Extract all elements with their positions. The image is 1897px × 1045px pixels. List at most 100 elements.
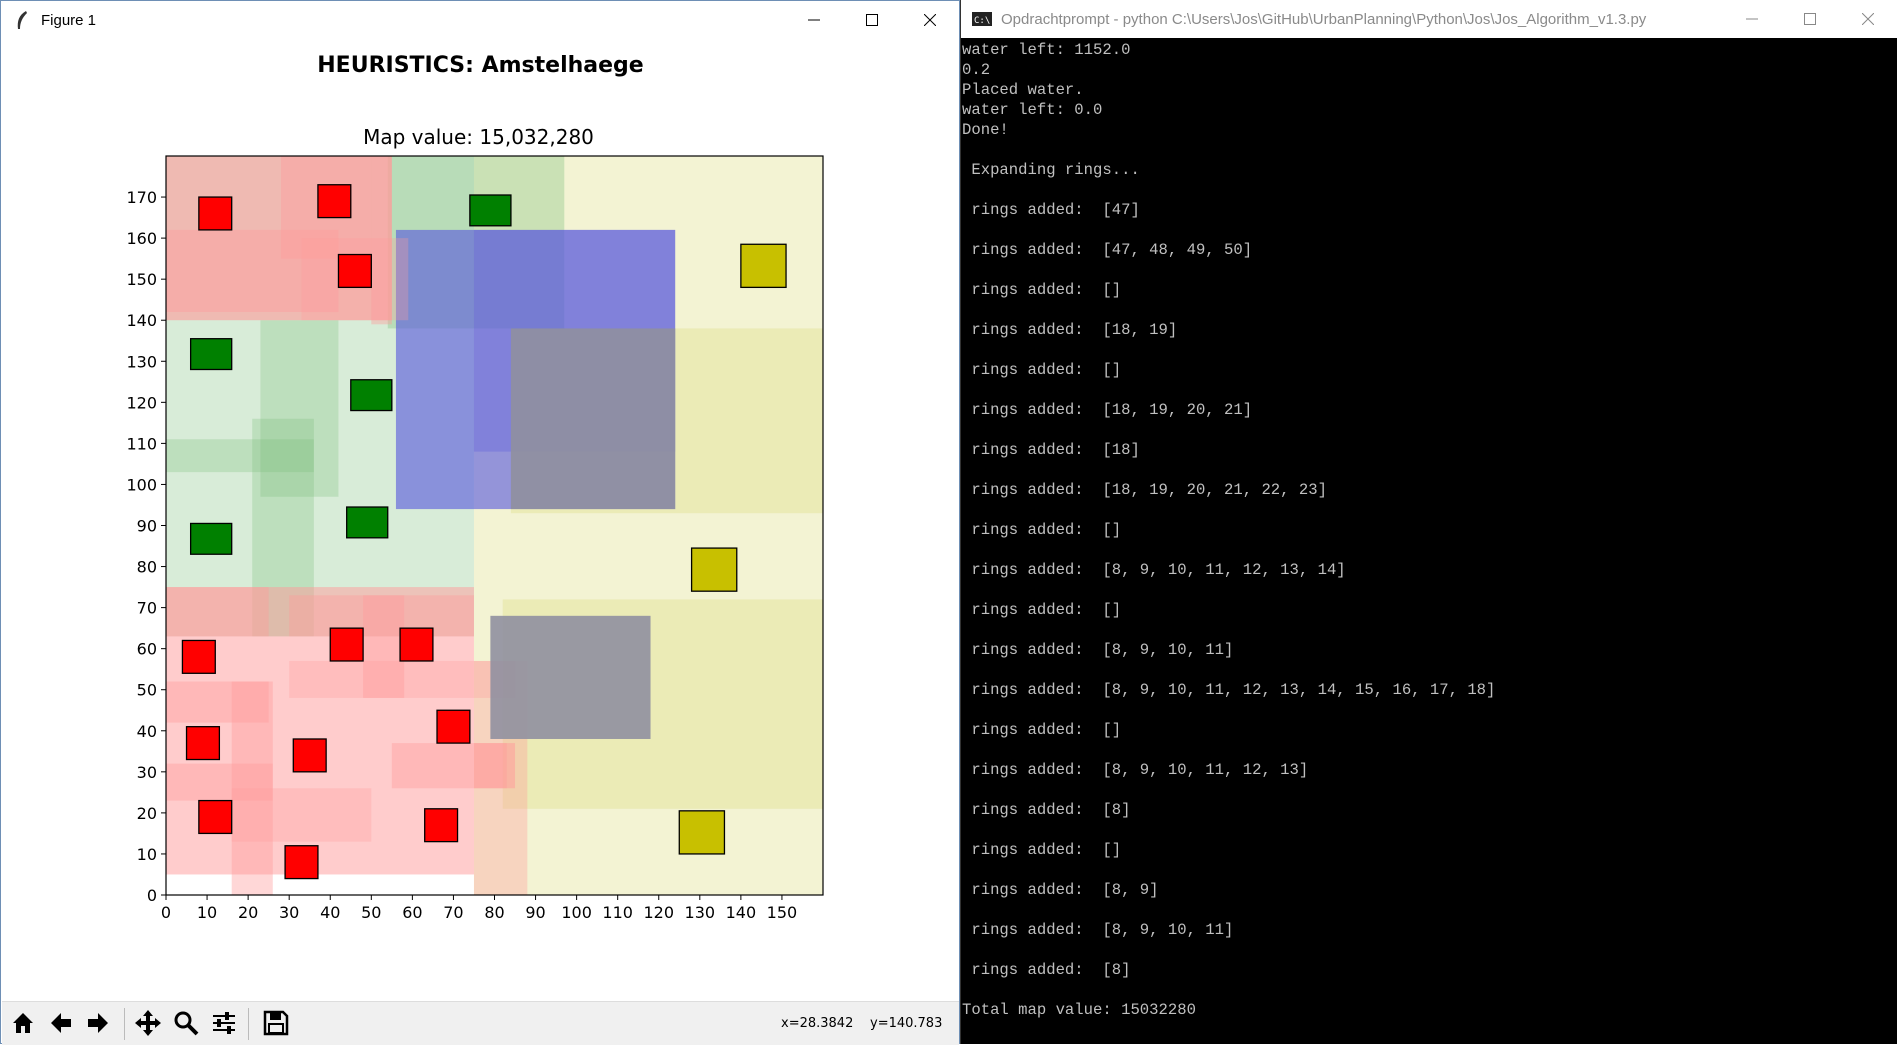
figure-toolbar: x=28.3842 y=140.783 (2, 1001, 959, 1045)
large-house (740, 243, 787, 289)
medium-house (350, 379, 393, 412)
console-line: Total map value: 15032280 (962, 1001, 1196, 1019)
console-output[interactable]: water left: 1152.0 0.2 Placed water. water … (961, 38, 1897, 1044)
back-button[interactable] (45, 1007, 77, 1039)
y-tick-label: 100 (126, 475, 157, 494)
y-tick-label: 120 (126, 393, 157, 412)
console-line (962, 820, 1897, 840)
y-tick-label: 80 (137, 558, 157, 577)
x-tick-label: 70 (443, 903, 463, 922)
move-icon (135, 1010, 161, 1036)
console-line (962, 940, 1897, 960)
small-house (292, 738, 327, 773)
minimize-icon (1746, 18, 1758, 20)
free-space-ring (166, 763, 273, 801)
x-tick-label: 110 (602, 903, 633, 922)
small-house (198, 799, 233, 835)
small-house (337, 253, 372, 289)
console-line: rings added: [8, 9, 10, 11, 12, 13] (962, 761, 1309, 779)
axes-title: Map value: 15,032,280 (363, 125, 594, 149)
maximize-icon (1804, 13, 1816, 25)
console-line (962, 180, 1897, 200)
configure-button[interactable] (208, 1007, 240, 1039)
y-tick-label: 70 (137, 599, 157, 618)
free-space-ring (363, 595, 405, 698)
figure-window-title: Figure 1 (41, 11, 97, 29)
forward-button[interactable] (82, 1007, 114, 1039)
console-close-button[interactable] (1839, 0, 1897, 38)
console-line: rings added: [8, 9, 10, 11] (962, 641, 1234, 659)
free-space-ring (166, 229, 339, 313)
pan-button[interactable] (132, 1007, 164, 1039)
close-button[interactable] (901, 1, 959, 39)
y-tick-label: 150 (126, 270, 157, 289)
x-tick-label: 80 (484, 903, 504, 922)
console-line: rings added: [8, 9, 10, 11, 12, 13, 14] (962, 561, 1346, 579)
y-tick-label: 170 (126, 188, 157, 207)
sliders-icon (213, 1012, 235, 1034)
console-line: rings added: [] (962, 281, 1122, 299)
console-line: rings added: [8, 9] (962, 881, 1159, 899)
y-tick-label: 140 (126, 311, 157, 330)
free-space-ring (166, 681, 269, 723)
free-space-ring (473, 743, 516, 789)
console-line (962, 460, 1897, 480)
console-window-title: Opdrachtprompt - python C:\Users\Jos\Git… (1001, 10, 1647, 28)
console-window: C:\ Opdrachtprompt - python C:\Users\Jos… (960, 0, 1897, 1044)
console-minimize-button[interactable] (1723, 0, 1781, 38)
arrow-left-icon (51, 1013, 71, 1033)
medium-house (189, 522, 233, 555)
maximize-button[interactable] (843, 1, 901, 39)
console-line: Placed water. (962, 81, 1084, 99)
small-house (185, 726, 221, 761)
cursor-y-readout: y=140.783 (870, 1016, 943, 1031)
map-chart[interactable]: 0 10 20 30 40 50 60 70 80 90 100 110 120 130 140 150 0 10… (2, 39, 959, 1001)
magnifier-icon (174, 1011, 199, 1036)
close-icon (1862, 13, 1874, 25)
minimize-icon (808, 19, 820, 21)
save-button[interactable] (260, 1007, 292, 1039)
console-line: Done! (962, 121, 1009, 139)
console-line (962, 660, 1897, 680)
x-tick-label: 130 (685, 903, 716, 922)
console-line (962, 260, 1897, 280)
arrow-right-icon (88, 1013, 108, 1033)
y-tick-label: 130 (126, 352, 157, 371)
x-tick-label: 150 (767, 903, 798, 922)
console-line: rings added: [47, 48, 49, 50] (962, 241, 1253, 259)
figure-titlebar[interactable]: Figure 1 (1, 1, 959, 39)
figure-canvas[interactable]: HEURISTICS: Amstelhaege Map value: 15,03… (2, 39, 959, 1001)
medium-house (469, 194, 512, 227)
minimize-button[interactable] (785, 1, 843, 39)
console-line: water left: 0.0 (962, 101, 1103, 119)
figure-suptitle: HEURISTICS: Amstelhaege (317, 53, 644, 78)
console-maximize-button[interactable] (1781, 0, 1839, 38)
console-titlebar[interactable]: C:\ Opdrachtprompt - python C:\Users\Jos… (961, 0, 1897, 38)
console-line: rings added: [8, 9, 10, 11] (962, 921, 1234, 939)
small-house (198, 196, 233, 231)
console-line: rings added: [18] (962, 441, 1140, 459)
y-tick-label: 30 (137, 763, 157, 782)
large-house (678, 810, 726, 855)
x-tick-label: 60 (402, 903, 422, 922)
x-tick-label: 100 (561, 903, 592, 922)
zoom-button[interactable] (170, 1007, 202, 1039)
console-line: rings added: [18, 19, 20, 21, 22, 23] (962, 481, 1327, 499)
free-space-ring (371, 156, 392, 325)
console-line: rings added: [8] (962, 801, 1131, 819)
y-tick-label: 50 (137, 681, 157, 700)
console-line: rings added: [] (962, 361, 1122, 379)
console-line: rings added: [18, 19, 20, 21] (962, 401, 1253, 419)
y-tick-label: 90 (137, 517, 157, 536)
medium-house (189, 338, 233, 371)
water-area (510, 328, 676, 510)
floppy-disk-icon (263, 1010, 289, 1036)
y-tick-label: 10 (137, 845, 157, 864)
maximize-icon (866, 14, 878, 26)
console-line (962, 580, 1897, 600)
x-tick-label: 40 (320, 903, 340, 922)
home-button[interactable] (7, 1007, 39, 1039)
x-tick-label: 120 (643, 903, 674, 922)
small-house (399, 627, 434, 662)
close-icon (924, 14, 936, 26)
